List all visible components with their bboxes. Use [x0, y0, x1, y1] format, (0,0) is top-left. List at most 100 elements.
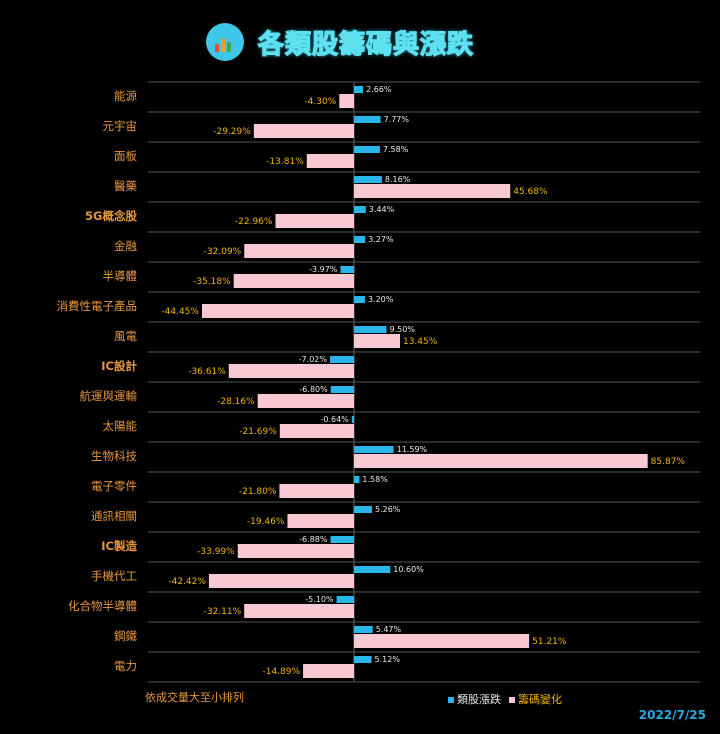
price-change-bar [354, 446, 394, 453]
chip-change-bar [306, 154, 354, 168]
legend: 類股漲跌 籌碼變化 [448, 691, 562, 707]
category-label: IC製造 [101, 539, 137, 553]
chip-change-label: -36.61% [188, 367, 226, 377]
chip-change-bar [354, 184, 511, 198]
category-label: 5G概念股 [85, 209, 137, 223]
category-label: 風電 [114, 329, 137, 343]
chip-change-bar [354, 334, 400, 348]
chip-change-label: 45.68% [513, 187, 548, 197]
category-label: 金融 [114, 239, 137, 253]
price-change-label: 2.66% [366, 85, 392, 94]
price-change-bar [330, 536, 354, 543]
price-change-bar [336, 596, 354, 603]
chip-change-label: -22.96% [235, 217, 273, 227]
chip-change-bar [279, 484, 354, 498]
category-label: 面板 [114, 149, 137, 163]
price-change-bar [354, 116, 381, 123]
chip-change-label: -32.09% [204, 247, 242, 257]
chip-change-bar [287, 514, 354, 528]
category-label: 太陽能 [103, 419, 138, 433]
category-label: 半導體 [103, 269, 138, 283]
chip-change-label: -44.45% [161, 307, 199, 317]
price-change-label: -6.88% [299, 535, 328, 544]
category-label: 醫藥 [114, 179, 137, 193]
chip-change-label: -21.80% [239, 487, 277, 497]
price-change-label: -7.02% [299, 355, 328, 364]
price-change-bar [354, 626, 373, 633]
chip-change-bar [253, 124, 354, 138]
legend-item-price: 類股漲跌 [448, 691, 501, 707]
category-label: 鋼鐵 [114, 629, 137, 643]
chip-change-label: -42.42% [168, 577, 206, 587]
category-label: 能源 [114, 89, 137, 103]
price-change-label: 3.20% [368, 295, 394, 304]
chip-change-label: -32.11% [204, 607, 242, 617]
price-change-label: 5.47% [376, 625, 402, 634]
chip-change-bar [279, 424, 354, 438]
chip-change-bar [233, 274, 354, 288]
chip-change-label: -28.16% [217, 397, 255, 407]
price-change-bar [354, 566, 391, 573]
price-change-label: 5.26% [375, 505, 401, 514]
category-label: 航運與運輸 [80, 389, 138, 403]
chip-change-bar [354, 634, 530, 648]
price-change-bar [354, 176, 382, 183]
price-change-bar [354, 206, 366, 213]
price-change-label: 7.58% [383, 145, 409, 154]
category-label: 化合物半導體 [68, 599, 137, 613]
price-change-label: 1.58% [362, 475, 388, 484]
price-change-label: -3.97% [309, 265, 338, 274]
price-change-bar [354, 296, 365, 303]
legend-item-chip: 籌碼變化 [509, 691, 562, 707]
price-change-bar [351, 416, 354, 423]
price-change-label: -0.64% [320, 415, 349, 424]
category-label: IC設計 [101, 359, 137, 373]
logo [206, 23, 244, 61]
price-change-bar [354, 506, 372, 513]
price-change-bar [340, 266, 354, 273]
chip-change-label: -35.18% [193, 277, 231, 287]
price-change-bar [330, 386, 354, 393]
chip-change-bar [339, 94, 354, 108]
price-change-label: 11.59% [397, 445, 428, 454]
chip-change-bar [237, 544, 354, 558]
chip-change-label: 13.45% [403, 337, 438, 347]
chip-change-bar [208, 574, 354, 588]
price-change-label: -6.80% [299, 385, 328, 394]
category-label: 消費性電子產品 [57, 299, 138, 313]
chip-change-bar [257, 394, 354, 408]
price-change-bar [329, 356, 354, 363]
price-change-bar [354, 146, 380, 153]
date-label: 2022/7/25 [638, 708, 706, 722]
price-change-label: 8.16% [385, 175, 411, 184]
chip-change-label: 51.21% [532, 637, 567, 647]
chip-change-label: -19.46% [247, 517, 285, 527]
sort-note: 依成交量大至小排列 [145, 691, 244, 704]
chip-change-label: -33.99% [197, 547, 235, 557]
chip-change-bar [244, 244, 354, 258]
chart-header: 各類股籌碼與漲跌 [206, 22, 474, 62]
price-change-label: 3.27% [368, 235, 394, 244]
price-change-bar [354, 236, 366, 243]
price-change-bar [354, 656, 372, 663]
chart-title: 各類股籌碼與漲跌 [257, 29, 475, 60]
chip-change-label: -21.69% [239, 427, 277, 437]
price-change-label: 5.12% [375, 655, 401, 664]
category-label: 生物科技 [91, 449, 137, 463]
chip-change-label: -13.81% [266, 157, 304, 167]
price-change-label: 7.77% [384, 115, 410, 124]
category-label: 元宇宙 [103, 119, 138, 133]
chip-change-label: -4.30% [304, 97, 336, 107]
price-change-label: -5.10% [305, 595, 334, 604]
chip-change-label: 85.87% [651, 457, 686, 467]
price-change-label: 3.44% [369, 205, 395, 214]
chip-change-bar [201, 304, 354, 318]
chip-change-label: -14.89% [262, 667, 300, 677]
price-change-label: 10.60% [393, 565, 424, 574]
chip-change-bar [228, 364, 354, 378]
price-change-bar [354, 476, 360, 483]
category-label: 電力 [114, 659, 137, 673]
price-change-bar [354, 326, 387, 333]
chip-change-bar [244, 604, 354, 618]
